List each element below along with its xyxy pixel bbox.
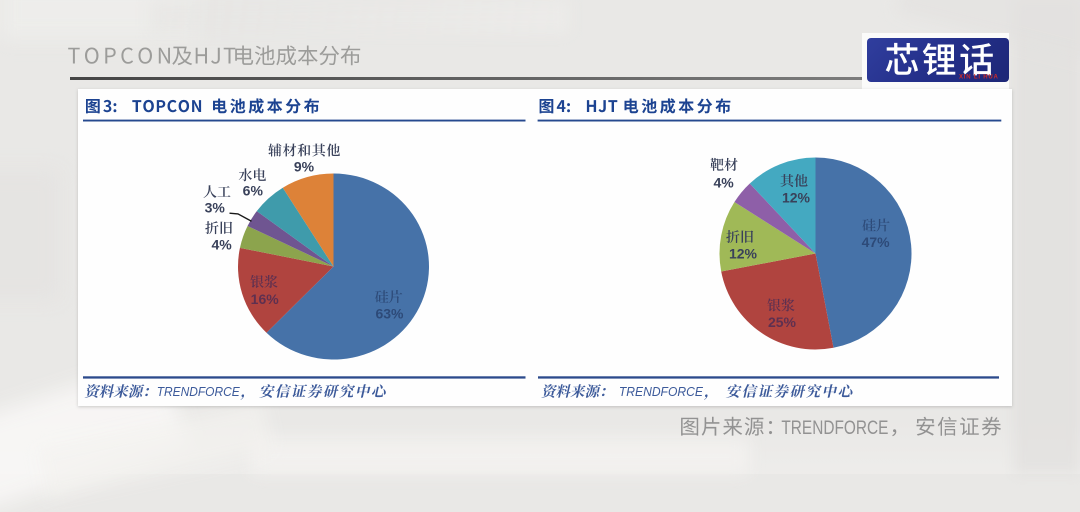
svg-text:63%: 63% [375,306,404,322]
svg-text:12%: 12% [729,246,758,262]
svg-text:4%: 4% [211,237,232,253]
svg-text:25%: 25% [768,314,797,330]
svg-text:16%: 16% [251,291,280,307]
svg-text:47%: 47% [862,234,891,250]
svg-text:TRENDFORCE: TRENDFORCE [781,417,888,439]
svg-text:TRENDFORCE: TRENDFORCE [157,384,240,399]
svg-text:12%: 12% [782,190,811,206]
svg-text:9%: 9% [294,159,315,175]
svg-text:XIN LI HUA: XIN LI HUA [959,75,999,81]
svg-text:TRENDFORCE: TRENDFORCE [619,384,703,399]
svg-text:3%: 3% [205,199,226,215]
svg-text:4%: 4% [713,175,734,191]
svg-text:6%: 6% [243,182,264,198]
